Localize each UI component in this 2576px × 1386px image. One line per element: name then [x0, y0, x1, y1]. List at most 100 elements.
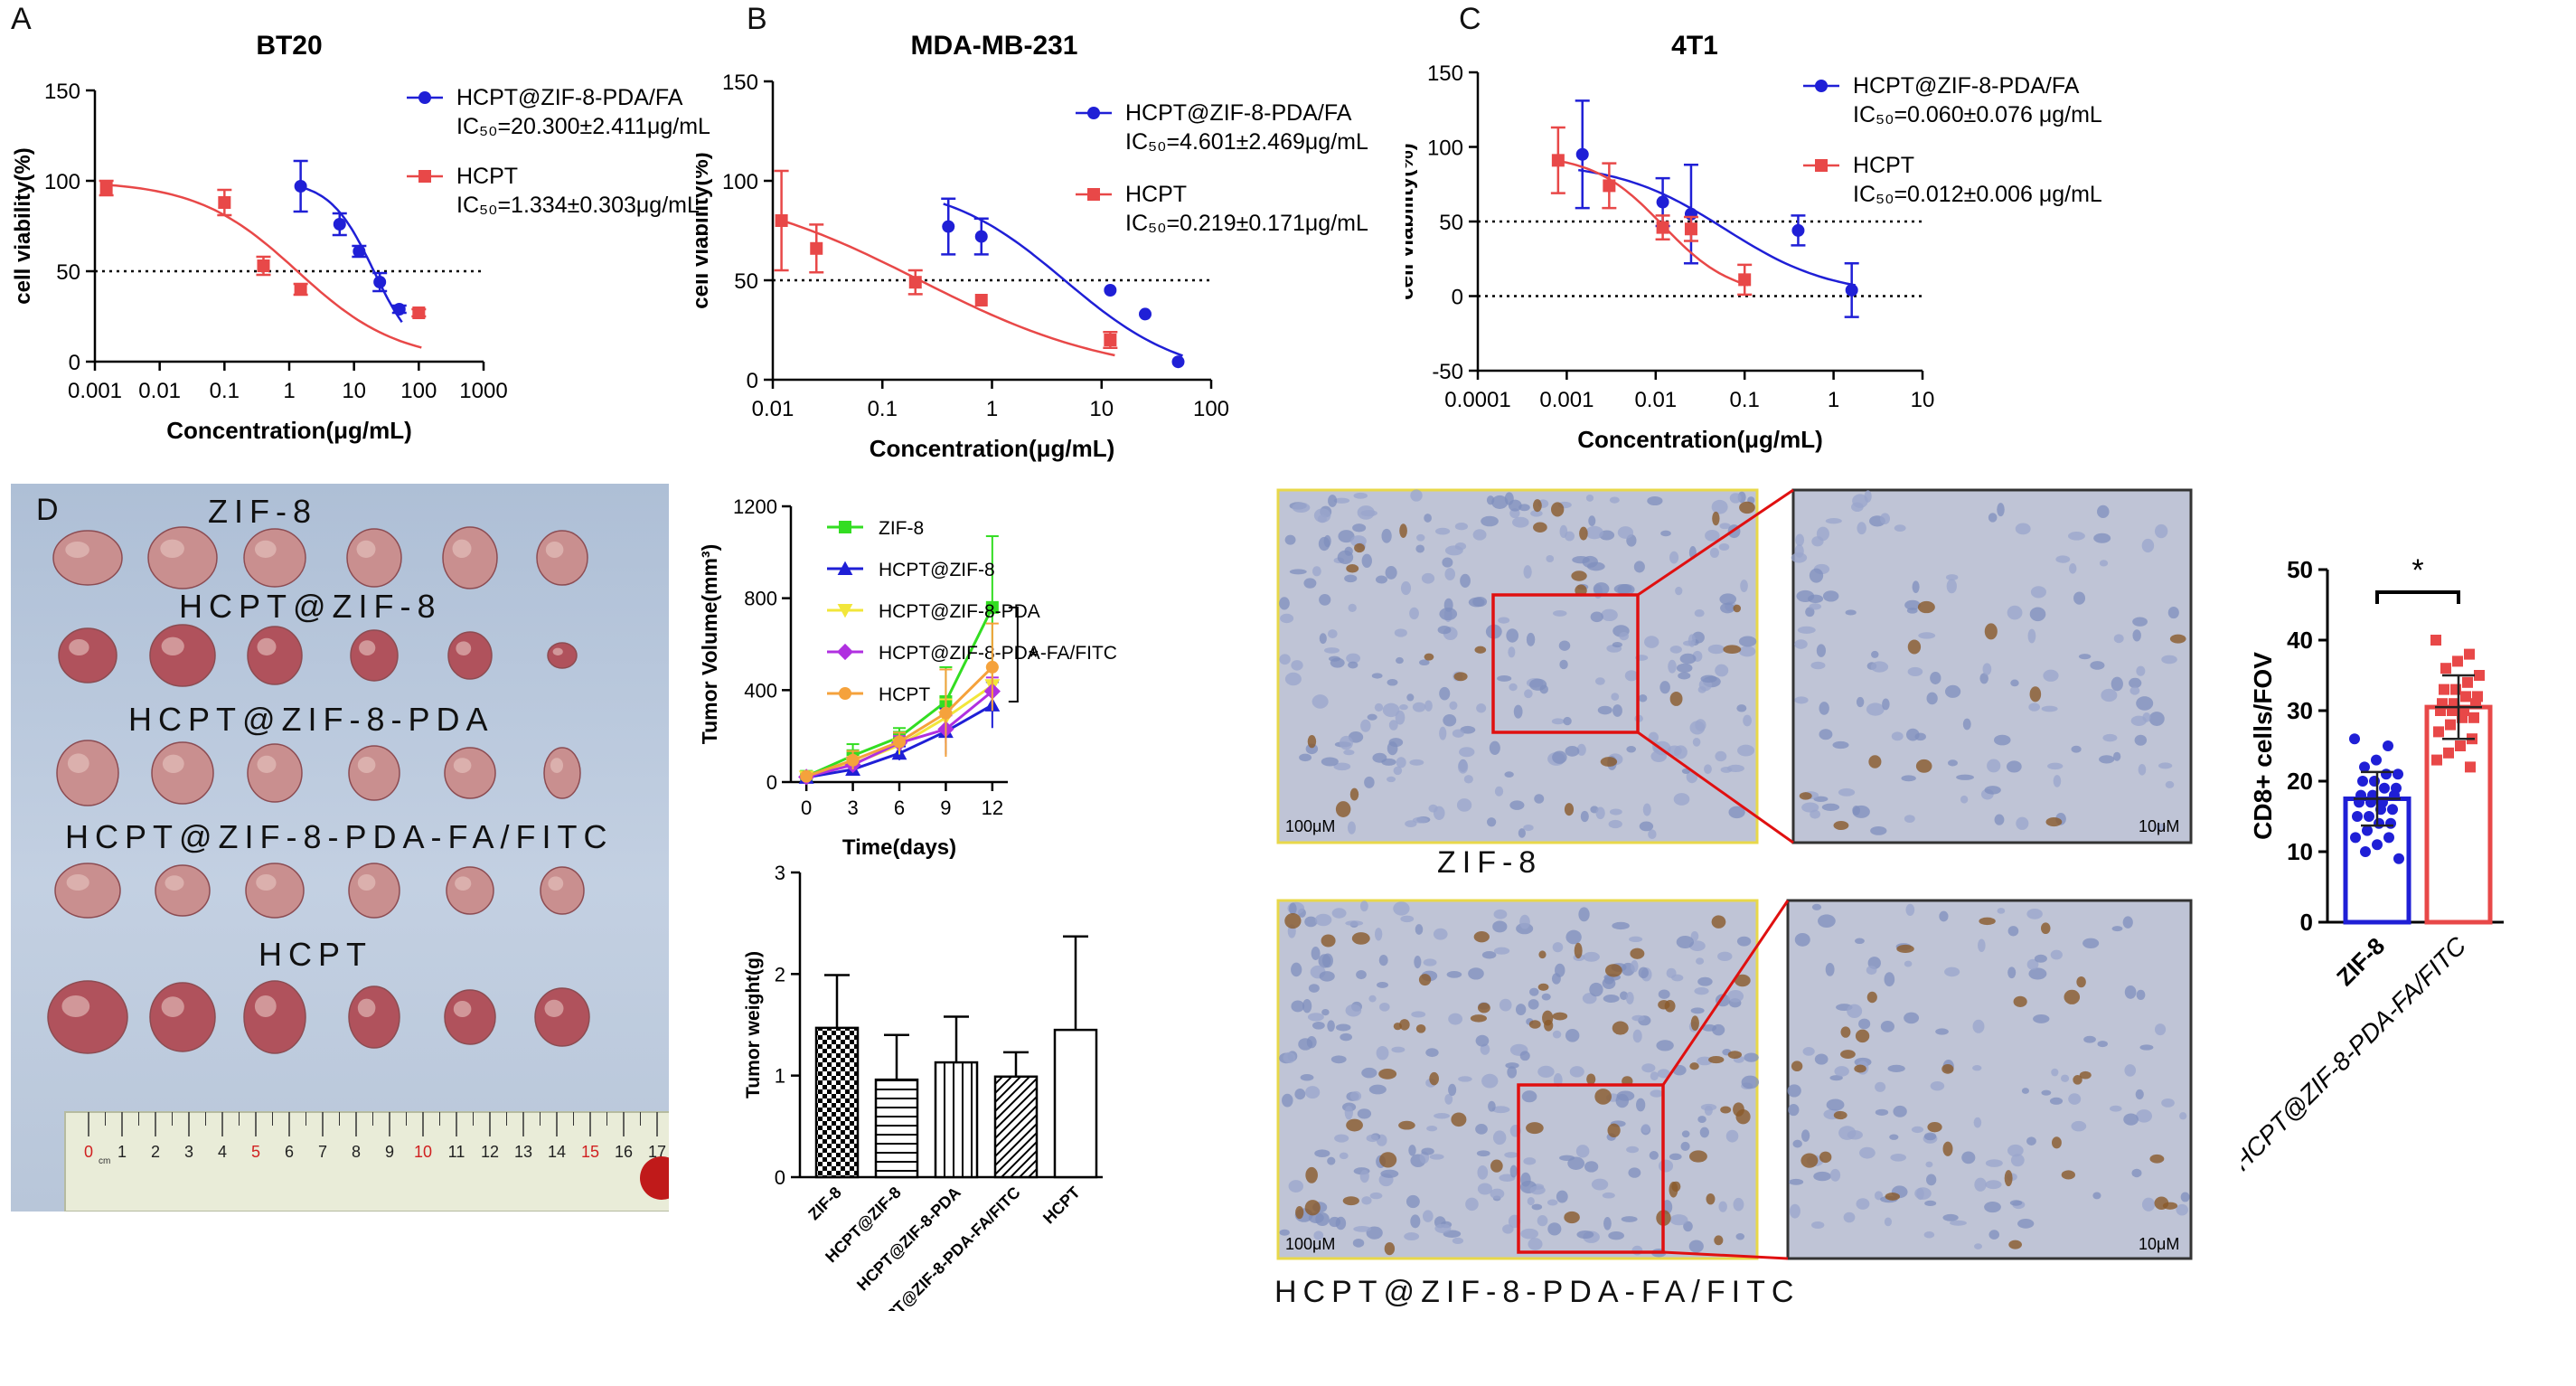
stained-cell	[2073, 1075, 2082, 1085]
photo-row-label-hcpt-zif8: HCPT@ZIF-8	[179, 588, 442, 625]
cell-nucleus	[1819, 702, 1829, 715]
cell-nucleus	[1629, 936, 1643, 943]
y-tick-label: 0	[747, 369, 758, 393]
cell-nucleus	[1475, 1124, 1488, 1135]
data-point	[2387, 804, 2398, 816]
cell-nucleus	[1529, 1185, 1546, 1195]
cell-nucleus	[1476, 1150, 1490, 1157]
data-point	[218, 196, 231, 209]
cell-nucleus	[1323, 534, 1331, 548]
cell-nucleus	[1439, 686, 1451, 701]
ruler-number: 8	[352, 1143, 361, 1161]
cell-nucleus	[1291, 1000, 1305, 1013]
cell-nucleus	[1650, 1089, 1664, 1098]
stained-cell	[1941, 1063, 1954, 1074]
stained-cell	[2149, 1154, 2165, 1164]
cell-nucleus	[1378, 955, 1388, 966]
x-axis-label: Concentration(μg/mL)	[1577, 426, 1823, 453]
cell-nucleus	[1334, 1134, 1349, 1143]
cell-nucleus	[1529, 678, 1547, 691]
data-point	[2349, 733, 2360, 745]
cell-nucleus	[1625, 991, 1634, 1004]
legend-label: HCPT	[1853, 153, 1914, 178]
tumor-sample	[247, 626, 303, 685]
cell-nucleus	[1284, 534, 1296, 545]
y-tick-label: 1200	[733, 495, 777, 518]
data-point	[2364, 811, 2374, 822]
legend-marker	[1815, 80, 1828, 92]
stained-cell	[1594, 1089, 1612, 1105]
cell-nucleus	[1565, 745, 1580, 757]
stained-cell	[1600, 757, 1618, 767]
cell-nucleus	[1956, 774, 1974, 780]
cell-nucleus	[1494, 786, 1504, 797]
cell-nucleus	[1314, 1149, 1330, 1157]
stained-cell	[1833, 1110, 1847, 1120]
legend-label: HCPT	[879, 684, 930, 705]
cell-nucleus	[1694, 608, 1705, 618]
histology-caption-zif8: ZIF-8	[1437, 845, 1543, 880]
cell-nucleus	[1974, 1243, 1982, 1249]
stained-cell	[1571, 570, 1587, 581]
cell-nucleus	[1308, 984, 1320, 993]
tumor-highlight	[356, 540, 376, 558]
stained-cell	[1840, 1050, 1856, 1059]
cell-nucleus	[1669, 1153, 1682, 1161]
cell-nucleus	[1486, 817, 1497, 827]
x-tick-label: 0.1	[210, 379, 240, 403]
cell-nucleus	[1405, 820, 1417, 827]
cell-nucleus	[1930, 1080, 1945, 1091]
cell-nucleus	[1556, 1190, 1568, 1203]
x-axis-label: Concentration(μg/mL)	[870, 435, 1115, 462]
data-point	[800, 769, 813, 783]
fit-curve-1	[103, 183, 422, 349]
cell-nucleus	[1368, 995, 1377, 1003]
stained-cell	[1604, 964, 1622, 977]
cell-nucleus	[1305, 1086, 1321, 1099]
cell-nucleus	[1719, 523, 1731, 530]
cell-nucleus	[1302, 998, 1312, 1014]
cell-nucleus	[1400, 581, 1412, 596]
cell-nucleus	[1552, 750, 1567, 764]
stained-cell	[1564, 803, 1575, 816]
cell-nucleus	[1858, 1018, 1871, 1030]
tumor-highlight	[455, 876, 472, 891]
ruler-unit: cm	[99, 1156, 110, 1166]
cell-nucleus	[1690, 1007, 1705, 1014]
cell-nucleus	[1448, 1083, 1457, 1097]
cell-nucleus	[1460, 725, 1476, 734]
scale-label: 100μM	[1285, 1235, 1335, 1253]
cell-nucleus	[1603, 976, 1614, 985]
data-point	[2383, 832, 2394, 844]
y-tick-label: 50	[2287, 556, 2313, 583]
cell-nucleus	[1551, 718, 1565, 725]
cell-nucleus	[1854, 938, 1865, 945]
cell-nucleus	[1388, 738, 1404, 748]
cell-nucleus	[1541, 993, 1551, 1001]
cell-nucleus	[1856, 696, 1865, 708]
data-point	[1171, 355, 1185, 369]
stained-cell	[1418, 974, 1432, 986]
cell-nucleus	[1926, 1174, 1937, 1186]
legend-marker	[1815, 159, 1828, 172]
cell-nucleus	[1985, 1180, 2002, 1190]
cell-nucleus	[1626, 1146, 1640, 1154]
zoom-box	[1517, 1083, 1665, 1254]
stained-cell	[1833, 820, 1849, 831]
cell-nucleus	[2026, 1136, 2036, 1146]
scale-label: 100μM	[1285, 817, 1335, 835]
data-point	[333, 218, 346, 231]
data-point	[2433, 726, 2444, 738]
data-point	[2445, 719, 2456, 731]
cell-nucleus	[1961, 1151, 1976, 1164]
stained-cell	[2013, 995, 2027, 1007]
stained-cell	[1733, 604, 1742, 613]
panel-label-c: C	[1459, 2, 1481, 36]
cell-nucleus	[2034, 954, 2047, 963]
data-point	[2468, 712, 2479, 723]
cell-nucleus	[2049, 1097, 2064, 1105]
cell-nucleus	[2067, 532, 2085, 541]
cell-nucleus	[1559, 1155, 1575, 1161]
cell-nucleus	[1537, 1215, 1548, 1227]
stained-cell	[1379, 1152, 1397, 1168]
